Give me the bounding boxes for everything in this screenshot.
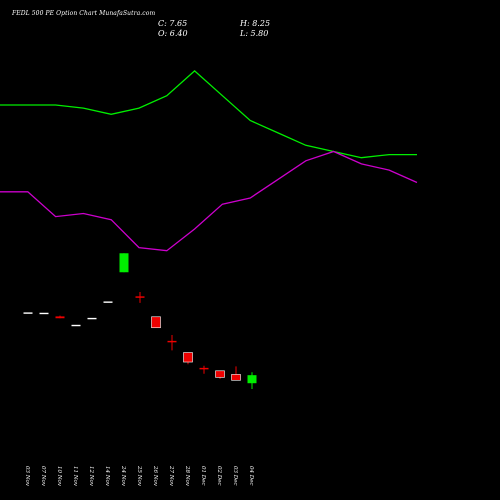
candle-body (55, 316, 65, 319)
candle-body (103, 301, 113, 303)
low-value: L: 5.80 (240, 29, 269, 38)
chart-title: FEDL 500 PE Option Chart MunafaSutra.com (12, 10, 156, 17)
candle-body (23, 312, 33, 314)
close-value: C: 7.65 (158, 19, 188, 28)
x-tick-label: 24 Nov (120, 465, 126, 487)
x-tick-label: 01 Dec (200, 466, 206, 486)
high-value: H: 8.25 (240, 19, 271, 28)
candle-14-nov (103, 301, 113, 303)
x-tick-label: 02 Dec (216, 466, 222, 486)
candle-03-dec (231, 366, 241, 381)
x-tick-label: 07 Nov (40, 466, 46, 487)
x-tick-label: 27 Nov (168, 465, 174, 487)
candle-body (167, 340, 177, 343)
candle-26-nov (151, 316, 161, 329)
date-axis-ticks: 03 Nov 07 Nov 10 Nov 11 Nov 12 Nov 14 Nov 24 N… (24, 465, 254, 487)
candle-10-nov (55, 315, 65, 319)
indicator-line-1 (0, 70, 417, 159)
candle-27-nov (167, 335, 177, 351)
candle-03-nov (23, 312, 33, 314)
x-tick-label: 04 Dec (248, 466, 254, 486)
candle-body (119, 253, 129, 273)
candle-body (183, 352, 193, 363)
x-tick-label: 28 Nov (184, 465, 190, 487)
x-tick-label: 12 Nov (88, 466, 94, 487)
candlesticks (23, 253, 257, 390)
open-value: O: 6.40 (158, 29, 188, 38)
x-tick-label: 03 Dec (232, 466, 238, 486)
candle-body (39, 312, 49, 315)
x-tick-label: 11 Nov (72, 466, 78, 487)
indicator-lines (0, 70, 418, 252)
candle-07-nov (39, 312, 49, 315)
indicator-line-2 (0, 150, 418, 252)
candle-body (199, 367, 209, 370)
x-tick-label: 25 Nov (136, 465, 142, 487)
candle-body (231, 374, 241, 381)
candle-body (87, 317, 97, 320)
candle-body (215, 370, 225, 378)
candle-28-nov (183, 352, 193, 365)
candle-11-nov (71, 324, 81, 327)
x-tick-label: 26 Nov (152, 465, 158, 487)
x-tick-label: 14 Nov (104, 466, 110, 487)
candle-body (151, 316, 161, 329)
candle-24-nov (119, 253, 129, 273)
candle-02-dec (215, 370, 225, 379)
candle-body (247, 375, 257, 384)
x-tick-label: 10 Nov (56, 466, 62, 487)
candle-body (71, 324, 81, 327)
candle-01-dec (199, 365, 209, 374)
candle-04-dec (247, 372, 257, 390)
x-tick-label: 03 Nov (24, 466, 30, 487)
candle-12-nov (87, 317, 97, 320)
candle-25-nov (135, 291, 145, 303)
candle-body (135, 296, 145, 298)
